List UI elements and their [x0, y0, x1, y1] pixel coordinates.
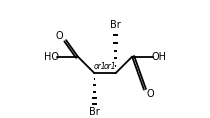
Text: HO: HO [44, 52, 59, 62]
Text: Br: Br [89, 107, 100, 116]
Text: O: O [147, 89, 154, 99]
Text: O: O [56, 31, 63, 41]
Text: or1: or1 [93, 62, 106, 71]
Text: or1: or1 [104, 62, 117, 71]
Text: OH: OH [151, 52, 166, 62]
Text: Br: Br [110, 20, 121, 30]
